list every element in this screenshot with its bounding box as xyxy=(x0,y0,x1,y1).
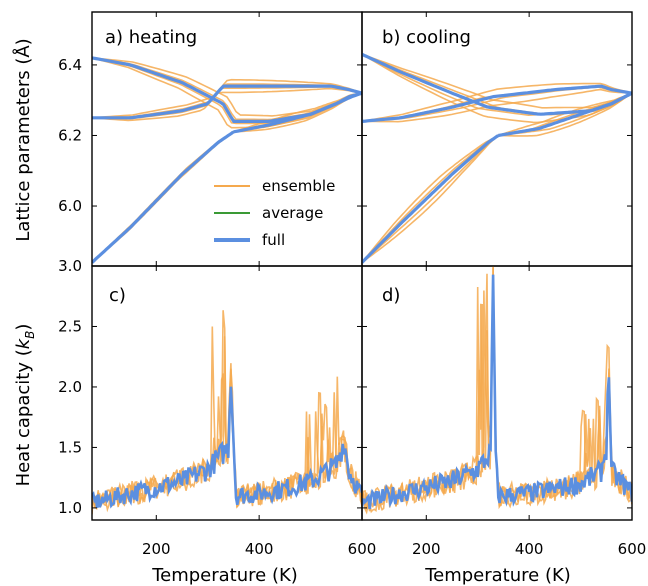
ensemble-line xyxy=(498,92,632,137)
y-tick-label: 6.2 xyxy=(58,126,82,144)
x-tick-label: 600 xyxy=(348,540,377,558)
panel-a-title: a) heating xyxy=(105,27,197,48)
panel-d-lines xyxy=(362,266,632,515)
full-line xyxy=(92,386,362,509)
panel-a: 6.0 6.2 6.4 xyxy=(58,11,363,267)
ensemble-line xyxy=(92,57,362,117)
plot-layer: 6.0 6.2 6.4 200 400 600 1.0 1.5 2.0 2.5 3.0 200 400 6… xyxy=(58,11,647,558)
x-axis-label-left: Temperature (K) xyxy=(151,565,298,586)
ylabel-heat-main: Heat capacity ( xyxy=(13,349,34,486)
ensemble-line xyxy=(362,134,499,264)
y-axis-label-heat-capacity: Heat capacity (kB) xyxy=(13,324,37,487)
panel-b-title: b) cooling xyxy=(382,27,471,48)
legend: ensemble average full xyxy=(214,177,335,249)
x-tick-label: 200 xyxy=(142,540,171,558)
panel-c-lines xyxy=(92,310,362,515)
y-tick-label: 1.5 xyxy=(58,438,82,456)
full-line xyxy=(233,91,362,134)
y-tick-label: 6.4 xyxy=(58,56,82,74)
y-tick-label: 6.0 xyxy=(58,197,82,215)
y-tick-label: 3.0 xyxy=(58,257,82,275)
x-tick-label: 400 xyxy=(515,540,544,558)
ensemble-line xyxy=(92,78,362,119)
panel-c: 200 400 600 1.0 1.5 2.0 2.5 3.0 xyxy=(58,257,376,558)
panel-d: 200 400 600 xyxy=(361,265,647,558)
ensemble-line xyxy=(362,134,499,264)
panel-c-title: c) xyxy=(109,285,126,306)
x-axis-label-right: Temperature (K) xyxy=(424,565,571,586)
y-tick-label: 2.0 xyxy=(58,378,82,396)
panel-b-frame xyxy=(361,11,633,267)
y-axis-label-lattice: Lattice parameters (Å) xyxy=(12,38,34,241)
full-line xyxy=(92,84,362,120)
ensemble-line xyxy=(233,92,362,133)
panel-a-frame xyxy=(91,11,363,267)
panel-a-lines xyxy=(92,56,362,264)
ylabel-heat-end: ) xyxy=(13,324,34,331)
ylabel-heat-symbol: k xyxy=(13,337,34,349)
panel-b xyxy=(361,11,633,267)
legend-label-average: average xyxy=(262,204,323,222)
ensemble-line xyxy=(92,368,362,511)
ylabel-heat-subscript: B xyxy=(23,331,37,339)
full-line xyxy=(362,134,500,264)
x-tick-label: 200 xyxy=(412,540,441,558)
panel-b-lines xyxy=(362,52,632,264)
y-tick-label: 2.5 xyxy=(58,317,82,335)
ensemble-line xyxy=(362,82,632,123)
x-tick-label: 600 xyxy=(618,540,647,558)
ensemble-line xyxy=(362,88,632,123)
y-tick-label: 1.0 xyxy=(58,499,82,517)
full-line xyxy=(362,274,632,510)
panel-d-title: d) xyxy=(382,285,400,306)
panel-d-frame xyxy=(361,265,633,521)
legend-label-ensemble: ensemble xyxy=(262,177,335,195)
full-line xyxy=(92,130,235,264)
x-tick-label: 400 xyxy=(245,540,274,558)
ensemble-line xyxy=(92,57,362,129)
ensemble-line xyxy=(92,87,362,122)
ensemble-line xyxy=(362,134,499,264)
full-line xyxy=(362,84,632,123)
full-line xyxy=(498,91,632,138)
legend-label-full: full xyxy=(262,231,285,249)
